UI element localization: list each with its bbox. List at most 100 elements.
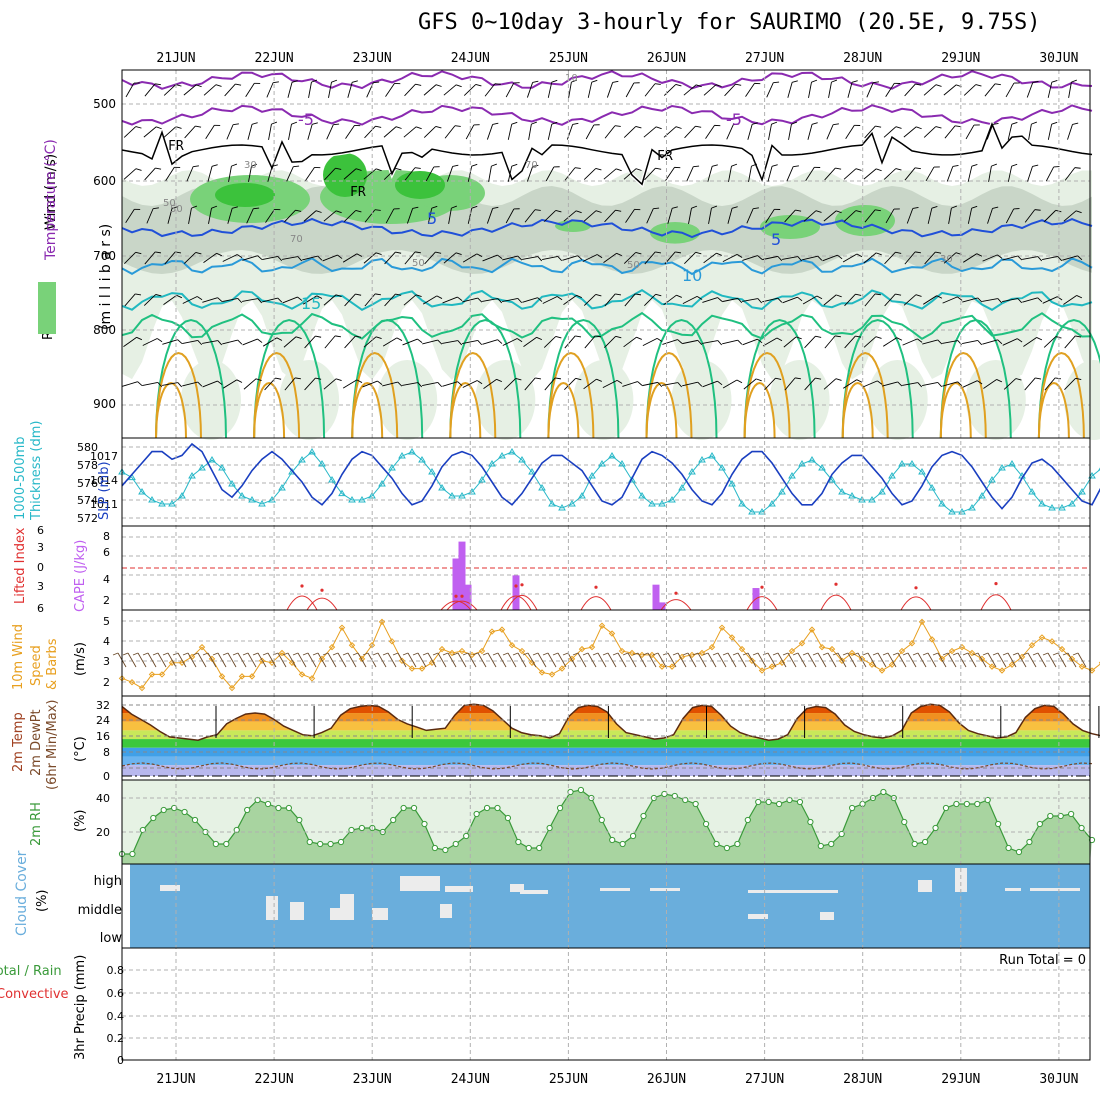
wind-barb-flag <box>335 294 342 298</box>
wind-barb-shaft <box>424 251 436 265</box>
wind-barb <box>307 122 318 140</box>
wind10-barb-flag <box>912 652 919 656</box>
wind-barb-shaft <box>385 208 395 224</box>
isotherm-label-5: 5 <box>427 209 437 228</box>
wind-barb-flag <box>1031 121 1038 125</box>
wind-barb-flag <box>496 378 503 383</box>
wind10-marker <box>988 663 996 670</box>
wind-barb-shaft <box>844 335 856 349</box>
wind-barb <box>248 163 258 182</box>
wind-barb-shaft <box>644 251 656 265</box>
li-curve <box>820 594 852 611</box>
wind-barb-flag <box>1057 256 1063 262</box>
rh2m-marker <box>536 844 543 852</box>
wind-barb-flag <box>837 254 843 260</box>
wind-barb-flag <box>352 80 358 83</box>
wind10-barb-flag <box>122 652 129 656</box>
rh2m-marker <box>525 844 532 852</box>
wind-barb-flag <box>435 126 442 129</box>
wind10-barb <box>407 652 417 668</box>
isotherm-label-10: 10 <box>682 266 702 285</box>
wind-barb-shaft <box>547 82 553 98</box>
precip-tick-label: 0.2 <box>107 1032 125 1045</box>
rh2m-area <box>122 790 1092 864</box>
wind-barb-flag <box>615 209 622 212</box>
wind-barb <box>625 82 640 98</box>
wind-barb-shaft <box>125 82 135 98</box>
wind-barb <box>883 126 902 138</box>
wind-barb-flag <box>271 121 278 125</box>
pressure-tick-label: 500 <box>93 97 116 111</box>
wind-barb-flag <box>1013 82 1020 84</box>
thickness-marker <box>358 496 366 503</box>
isotherm-loop-30 <box>547 381 580 439</box>
wind-barb <box>688 205 698 224</box>
rh2m-marker <box>452 840 459 848</box>
wind-barb-shaft <box>1005 208 1015 224</box>
wind-barb-shaft <box>328 82 332 98</box>
wind-barb-flag <box>551 121 558 125</box>
wind-barb <box>262 297 283 303</box>
wind-barb-shaft <box>748 166 752 182</box>
wind-barb <box>568 79 577 98</box>
wind10-marker <box>358 655 366 663</box>
wind-barb-flag <box>795 377 801 380</box>
wind-barb-shaft <box>823 294 837 306</box>
wind-barb-shaft <box>742 338 758 346</box>
wind10-marker <box>1058 645 1066 653</box>
wind-barb-shaft <box>507 166 513 182</box>
pressure-label-3: SLP (mb) <box>97 461 112 520</box>
wind-barb <box>125 208 141 223</box>
wind-barb-shaft <box>522 256 538 260</box>
wind-barb-flag <box>272 164 278 167</box>
rh2m-marker <box>1026 838 1033 846</box>
wind-barb <box>242 255 263 261</box>
wind-barb-shaft <box>228 166 232 182</box>
wind-barb-flag <box>757 338 763 344</box>
wind10-barb <box>297 652 307 668</box>
wind-barb <box>522 297 543 303</box>
wind10-marker <box>658 663 666 670</box>
wind-barb <box>863 168 882 180</box>
isotherm-label-5b: 5 <box>771 230 781 249</box>
wind10-barb <box>337 652 347 668</box>
wind-barb-shaft <box>524 377 536 391</box>
wind-barb-shaft <box>202 340 218 344</box>
wind10-barb <box>907 652 917 668</box>
temp-band <box>122 739 1090 748</box>
wind-barb <box>787 80 798 98</box>
rh2m-marker <box>713 840 720 848</box>
wind-barb-flag <box>634 208 641 211</box>
wind10-barb-flag <box>962 652 969 656</box>
wind-barb-shaft <box>344 293 356 307</box>
wind-barb-shaft <box>922 339 938 345</box>
wind-barb-shaft <box>924 251 936 265</box>
wind10-marker <box>438 645 446 653</box>
rh2m-marker <box>775 800 783 808</box>
wind-barb-shaft <box>183 252 197 264</box>
freezing-level-line <box>121 122 1093 186</box>
wind-barb-shaft <box>144 251 156 265</box>
wind10-marker <box>778 659 786 666</box>
thickness-marker <box>858 496 866 503</box>
isotherm-loop-30 <box>155 381 187 439</box>
wind-barb-shaft <box>202 380 218 388</box>
precip-tick-label: 0 <box>117 1054 124 1067</box>
wind-barb <box>967 205 978 224</box>
wind10-marker <box>718 624 726 631</box>
temp-band <box>122 730 1090 740</box>
wind-barb-shaft <box>702 297 718 303</box>
wind-barb-flag <box>797 256 803 262</box>
wind-barb <box>1028 121 1038 140</box>
thickness-marker <box>498 452 506 459</box>
wind-barb-shaft <box>122 381 138 387</box>
wind-barb <box>1005 208 1020 224</box>
wind-barb-flag <box>753 207 759 210</box>
isotherm-loop-25 <box>253 351 301 439</box>
wind-barb-flag <box>492 206 499 209</box>
wind-barb-shaft <box>625 82 635 98</box>
wind-barb-flag <box>875 209 881 212</box>
rh2m-marker <box>431 844 439 852</box>
wind-barb <box>824 167 842 181</box>
rh2m-marker <box>942 804 950 812</box>
